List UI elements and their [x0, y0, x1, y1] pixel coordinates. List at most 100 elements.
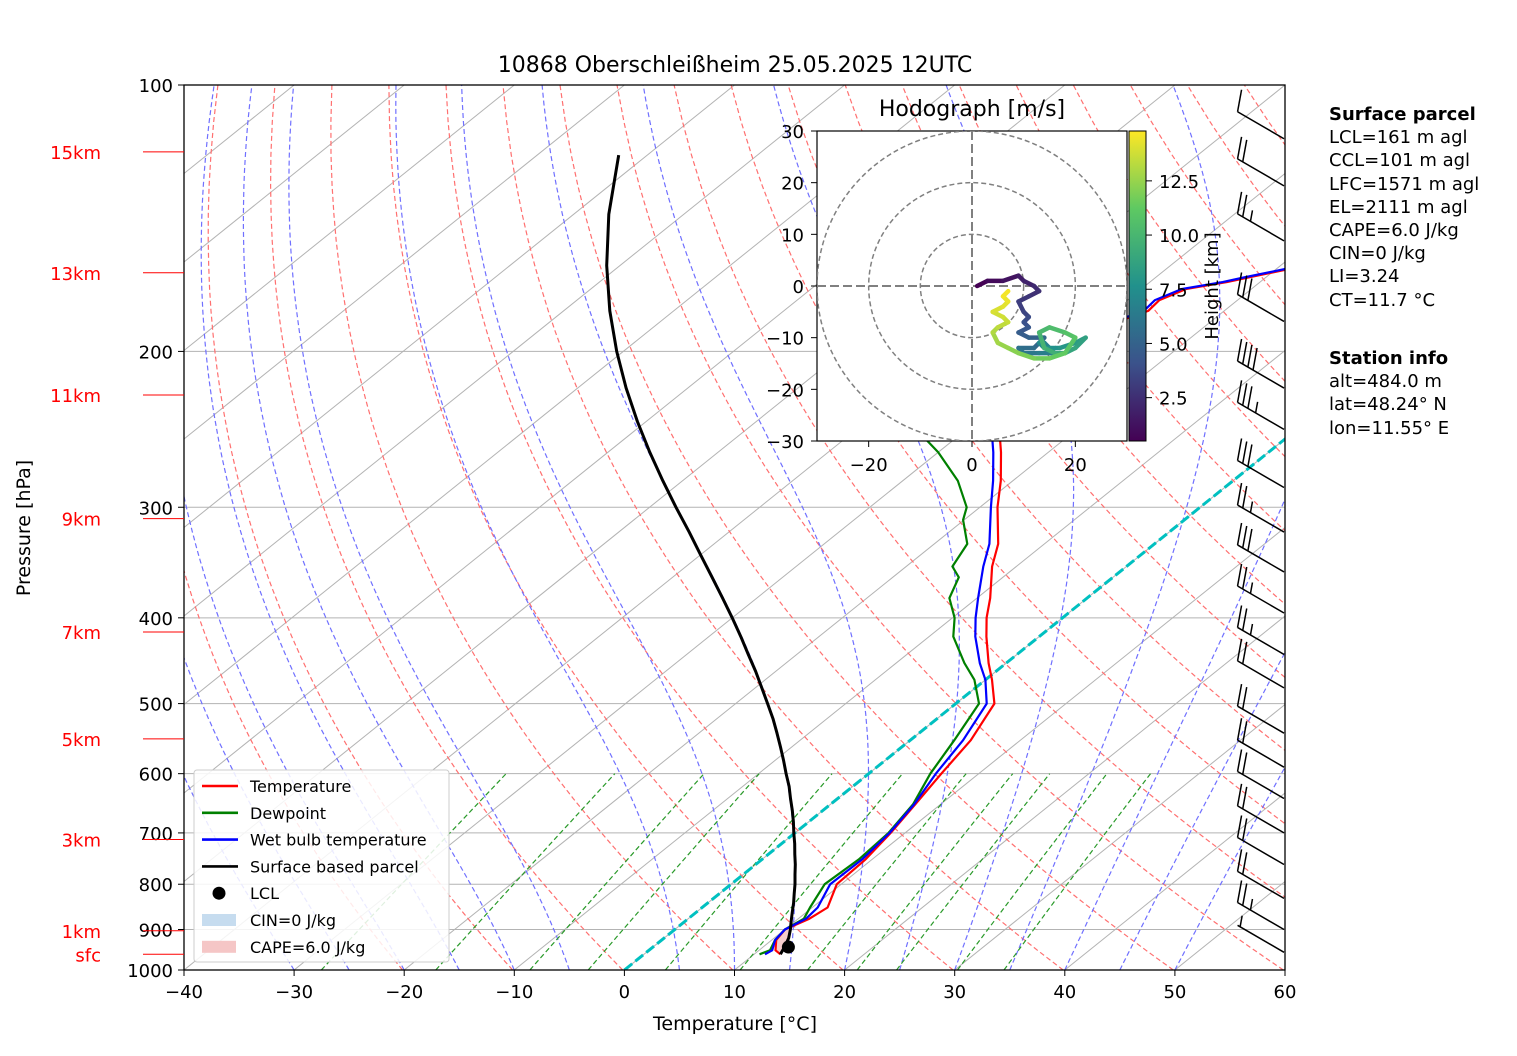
- barb-staff: [1237, 459, 1285, 489]
- x-tick-label: −40: [165, 982, 203, 1003]
- height-label: 11km: [50, 386, 101, 407]
- isotherm-gridline: [184, 85, 405, 263]
- wind-barb: [1236, 605, 1285, 656]
- hodograph-x-tick-label: 0: [966, 455, 977, 476]
- x-tick-label: −10: [495, 982, 533, 1003]
- legend-entry: Wet bulb temperature: [202, 831, 427, 850]
- barb-half-flag: [1239, 915, 1243, 927]
- height-label: 7km: [62, 623, 101, 644]
- info-line: CT=11.7 °C: [1329, 289, 1436, 311]
- legend-label: CIN=0 J/kg: [250, 911, 336, 930]
- barb-flag: [1247, 528, 1253, 552]
- isotherm-gridline: [513, 349, 1285, 970]
- hodograph-segment: [1073, 335, 1088, 351]
- moist-adiabat: [200, 85, 460, 970]
- barb-staff: [1237, 585, 1285, 614]
- isotherm-gridline: [1064, 792, 1285, 970]
- barb-flag: [1247, 344, 1253, 368]
- hodograph-ring: [867, 181, 1077, 391]
- x-tick-label: 60: [1274, 982, 1297, 1003]
- barb-flag: [1241, 752, 1248, 775]
- moist-adiabat: [1009, 85, 1221, 970]
- x-axis-label: Temperature [°C]: [652, 1013, 817, 1035]
- x-tick-label: −30: [275, 982, 313, 1003]
- barb-staff: [1237, 836, 1285, 866]
- barb-staff: [1237, 705, 1285, 734]
- barb-flag: [1241, 641, 1248, 665]
- barb-flag: [1241, 883, 1248, 906]
- info-line: lat=48.24° N: [1329, 394, 1447, 416]
- isotherm-gridline: [954, 703, 1285, 970]
- barb-flag: [1247, 278, 1253, 301]
- colorbar-tick-label: 12.5: [1159, 172, 1199, 193]
- legend-entry: Temperature: [202, 777, 351, 796]
- isotherm-gridline: [184, 85, 845, 617]
- adiabats-and-mixing-lines: [184, 85, 1285, 970]
- height-label: 15km: [50, 143, 101, 164]
- y-tick-label: 300: [139, 498, 173, 519]
- wind-barb: [1236, 563, 1285, 614]
- cape-area: [775, 927, 791, 954]
- cape-fill: [775, 927, 791, 954]
- isotherm-gridline: [844, 615, 1285, 970]
- barb-flag: [1236, 749, 1243, 772]
- dry-adiabat: [269, 85, 624, 970]
- isotherm-gridline: [403, 261, 1285, 970]
- barb-staff: [1237, 504, 1285, 533]
- dry-adiabat: [445, 85, 954, 970]
- moist-adiabat: [945, 85, 1075, 970]
- dry-adiabat: [616, 85, 1284, 970]
- moist-adiabat: [395, 85, 681, 970]
- hodograph-segment: [1062, 335, 1078, 356]
- barb-flag: [1247, 386, 1253, 409]
- hodograph-segment: [1047, 325, 1068, 335]
- x-tick-label: 10: [723, 982, 746, 1003]
- barb-flag: [1241, 608, 1248, 631]
- x-tick-label: 30: [943, 982, 966, 1003]
- dry-adiabat: [388, 85, 844, 970]
- hodograph-ring: [919, 233, 1025, 339]
- barb-staff: [1237, 660, 1285, 689]
- mixing-ratio-line: [807, 773, 967, 970]
- barb-flag: [1241, 441, 1248, 464]
- surface-parcel-heading: Surface parcel: [1329, 104, 1476, 125]
- barb-flag: [1236, 718, 1243, 741]
- legend-entry: CAPE=6.0 J/kg: [202, 938, 365, 957]
- barb-flag: [1241, 566, 1248, 590]
- station-info-heading: Station info: [1329, 348, 1449, 369]
- isotherm-gridline: [734, 526, 1285, 970]
- barb-flag: [1241, 852, 1248, 875]
- hodograph-y-tick-label: 20: [781, 174, 804, 195]
- wind-barb: [1236, 684, 1285, 734]
- wind-barb: [1236, 89, 1285, 140]
- legend-label: Temperature: [249, 777, 351, 796]
- y-tick-label: 200: [139, 342, 173, 363]
- barb-half-flag: [1249, 501, 1254, 513]
- legend-label: Wet bulb temperature: [250, 831, 427, 850]
- legend-swatch: [212, 886, 226, 900]
- barb-flag: [1241, 721, 1248, 744]
- y-tick-label: 1000: [127, 961, 173, 982]
- hodograph-y-tick-label: −10: [766, 329, 804, 350]
- barb-flag: [1236, 563, 1243, 587]
- y-tick-label: 100: [139, 76, 173, 97]
- barb-flag: [1236, 638, 1243, 662]
- barb-flag: [1236, 783, 1243, 807]
- wind-barb: [1236, 718, 1285, 768]
- height-label: 1km: [62, 922, 101, 943]
- barb-flag: [1241, 687, 1248, 710]
- dry-adiabat: [502, 85, 1064, 970]
- height-label: 13km: [50, 264, 101, 285]
- wind-barb: [1236, 638, 1285, 689]
- legend: Temperature Dewpoint Wet bulb temperature S…: [193, 769, 450, 963]
- lcl-marker: [781, 940, 795, 954]
- mixing-ratio-line: [957, 773, 1108, 970]
- wind-barb: [1236, 380, 1285, 431]
- legend-label: Surface based parcel: [250, 857, 419, 876]
- wind-barb: [1237, 915, 1285, 953]
- hodograph-segment: [1047, 350, 1068, 361]
- barb-staff: [1237, 870, 1285, 900]
- hodograph-x-tick-label: 20: [1064, 455, 1087, 476]
- legend-label: Dewpoint: [250, 804, 326, 823]
